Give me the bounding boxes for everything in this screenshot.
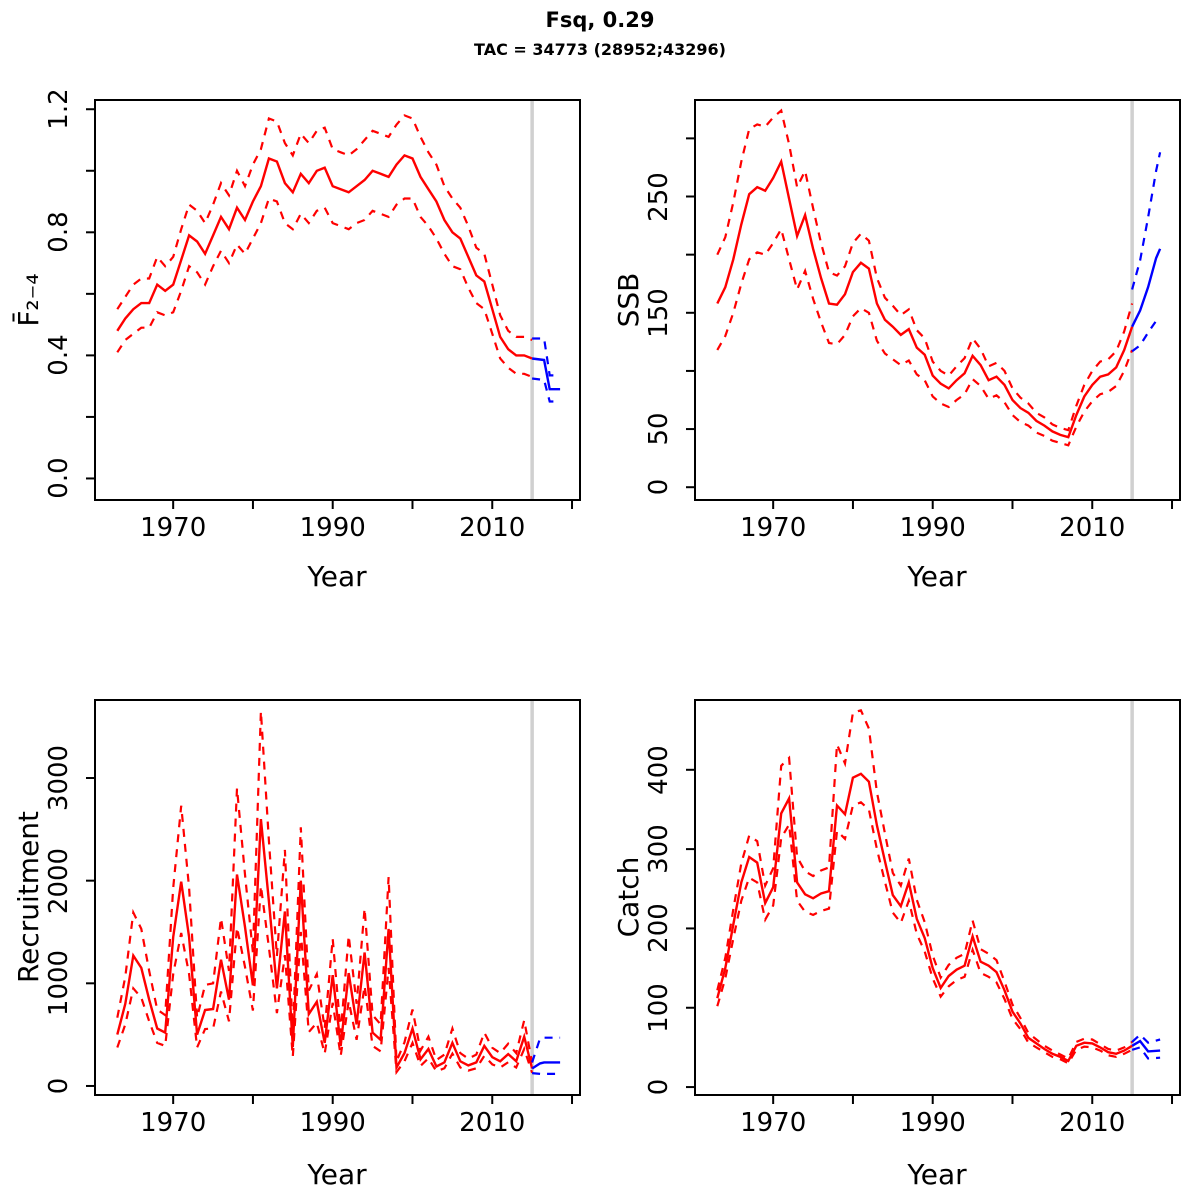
catch-x-tick-label: 1970: [740, 1108, 807, 1138]
catch-y-tick-label: 400: [644, 744, 674, 795]
catch-x-tick-label: 2010: [1059, 1108, 1126, 1138]
fbar-x-tick-label: 2010: [459, 513, 526, 543]
recruitment-forecast-median-line: [531, 1061, 561, 1070]
recruitment-x-tick-label: 1970: [140, 1108, 207, 1138]
ssb-y-tick-label: 150: [644, 287, 674, 338]
ssb-forecast-lower-ci-line: [1131, 316, 1161, 353]
ssb-y-tick-label: 50: [644, 412, 674, 446]
fbar-y-axis-title: F̄₂₋₄: [12, 273, 45, 327]
fbar-forecast-median-line: [531, 357, 561, 391]
catch-y-axis-title: Catch: [612, 856, 645, 938]
fbar-median-line: [116, 153, 533, 360]
catch-lower-ci-line: [716, 801, 1133, 1065]
fbar-panel-frame: [94, 99, 581, 501]
fbar-y-tick-label: 0.8: [44, 211, 74, 253]
ssb-forecast-upper-ci-line: [1131, 152, 1162, 290]
ssb-x-axis-title: Year: [907, 560, 967, 593]
catch-forecast-lower-ci-line: [1131, 1046, 1161, 1060]
ssb-y-axis-title: SSB: [612, 272, 645, 328]
recruitment-y-axis-title: Recruitment: [12, 810, 45, 984]
catch-forecast-median-line: [1131, 1039, 1161, 1053]
fbar-x-tick-label: 1970: [140, 513, 207, 543]
recruitment-x-tick-label: 2010: [459, 1108, 526, 1138]
plot-title: Fsq, 0.29: [545, 8, 655, 32]
recruitment-y-tick-label: 1000: [44, 950, 74, 1017]
recruitment-panel-frame: [94, 699, 581, 1096]
ssb-x-tick-label: 1970: [740, 513, 807, 543]
fbar-upper-ci-line: [116, 114, 533, 342]
catch-forecast-upper-ci-line: [1131, 1033, 1161, 1044]
recruitment-lower-ci-line: [116, 885, 534, 1076]
recruitment-upper-ci-line: [116, 711, 534, 1064]
fbar-x-axis-title: Year: [307, 560, 367, 593]
recruitment-y-tick-label: 0: [44, 1077, 74, 1095]
ssb-y-tick-label: 250: [644, 171, 674, 222]
ssb-x-tick-label: 2010: [1059, 513, 1126, 543]
catch-upper-ci-line: [716, 708, 1133, 1060]
ssb-x-tick-label: 1990: [899, 513, 966, 543]
catch-panel-frame: [694, 699, 1181, 1096]
catch-x-axis-title: Year: [907, 1158, 967, 1191]
plot-subtitle: TAC = 34773 (28952;43296): [474, 40, 726, 59]
fbar-lower-ci-line: [116, 197, 533, 378]
recruitment-median-line: [116, 818, 534, 1072]
recruitment-x-tick-label: 1990: [299, 1108, 366, 1138]
recruitment-x-axis-title: Year: [307, 1158, 367, 1191]
fbar-y-tick-label: 0.0: [44, 457, 74, 500]
fbar-y-tick-label: 0.4: [44, 334, 74, 377]
recruitment-forecast-upper-ci-line: [531, 1036, 561, 1063]
fbar-forecast-lower-ci-line: [531, 377, 561, 403]
catch-median-line: [716, 772, 1133, 1063]
recruitment-forecast-lower-ci-line: [531, 1072, 561, 1075]
fbar-forecast-upper-ci-line: [532, 337, 561, 377]
ssb-panel-frame: [694, 99, 1181, 501]
ssb-median-line: [716, 157, 1134, 439]
fbar-x-tick-label: 1990: [299, 513, 366, 543]
recruitment-y-tick-label: 3000: [44, 744, 74, 812]
recruitment-y-tick-label: 2000: [44, 847, 74, 914]
catch-x-tick-label: 1990: [899, 1108, 966, 1138]
ssb-forecast-median-line: [1131, 248, 1162, 328]
ssb-lower-ci-line: [716, 226, 1134, 447]
fbar-y-tick-label: 1.2: [44, 88, 74, 130]
